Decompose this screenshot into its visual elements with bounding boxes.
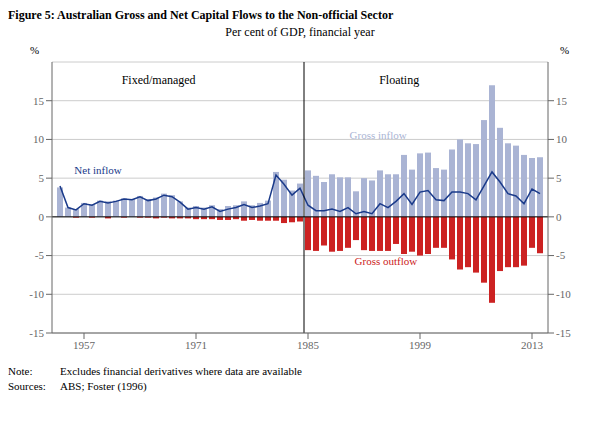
- svg-text:5: 5: [556, 172, 562, 184]
- html-text:Sources:: Sources:: [8, 380, 46, 392]
- svg-text:1957: 1957: [73, 339, 96, 351]
- html-text:Excludes financial derivatives: Excludes financial derivatives where dat…: [60, 365, 302, 377]
- svg-text:-5: -5: [556, 249, 566, 261]
- svg-text:0: 0: [39, 211, 45, 223]
- svg-text:-15: -15: [556, 327, 571, 339]
- svg-text:15: 15: [556, 95, 568, 107]
- html-text:Fixed/managed: Fixed/managed: [121, 72, 196, 87]
- svg-text:15: 15: [33, 95, 45, 107]
- html-text:ABS; Foster (1996): ABS; Foster (1996): [60, 380, 147, 392]
- svg-text:1971: 1971: [185, 339, 207, 351]
- svg-text:2013: 2013: [521, 339, 544, 351]
- svg-text:-15: -15: [29, 327, 44, 339]
- html-text:Net inflow: Net inflow: [74, 164, 122, 177]
- html-text:Figure 5: Australian Gross and: Figure 5: Australian Gross and Net Capit…: [8, 8, 394, 22]
- svg-text:10: 10: [556, 133, 568, 145]
- svg-text:10: 10: [33, 133, 45, 145]
- svg-text:1999: 1999: [409, 339, 432, 351]
- html-text:Gross outflow: Gross outflow: [354, 255, 418, 268]
- html-text:Floating: Floating: [379, 72, 420, 87]
- svg-text:0: 0: [556, 211, 562, 223]
- svg-text:5: 5: [39, 172, 45, 184]
- svg-text:-10: -10: [556, 288, 571, 300]
- html-text:Gross inflow: Gross inflow: [349, 129, 407, 142]
- svg-text:-5: -5: [35, 249, 45, 261]
- svg-text:1985: 1985: [297, 339, 320, 351]
- svg-text:-10: -10: [29, 288, 44, 300]
- html-text:Per cent of GDP, financial yea: Per cent of GDP, financial year: [225, 25, 375, 39]
- html-text:Note:: Note:: [8, 365, 33, 377]
